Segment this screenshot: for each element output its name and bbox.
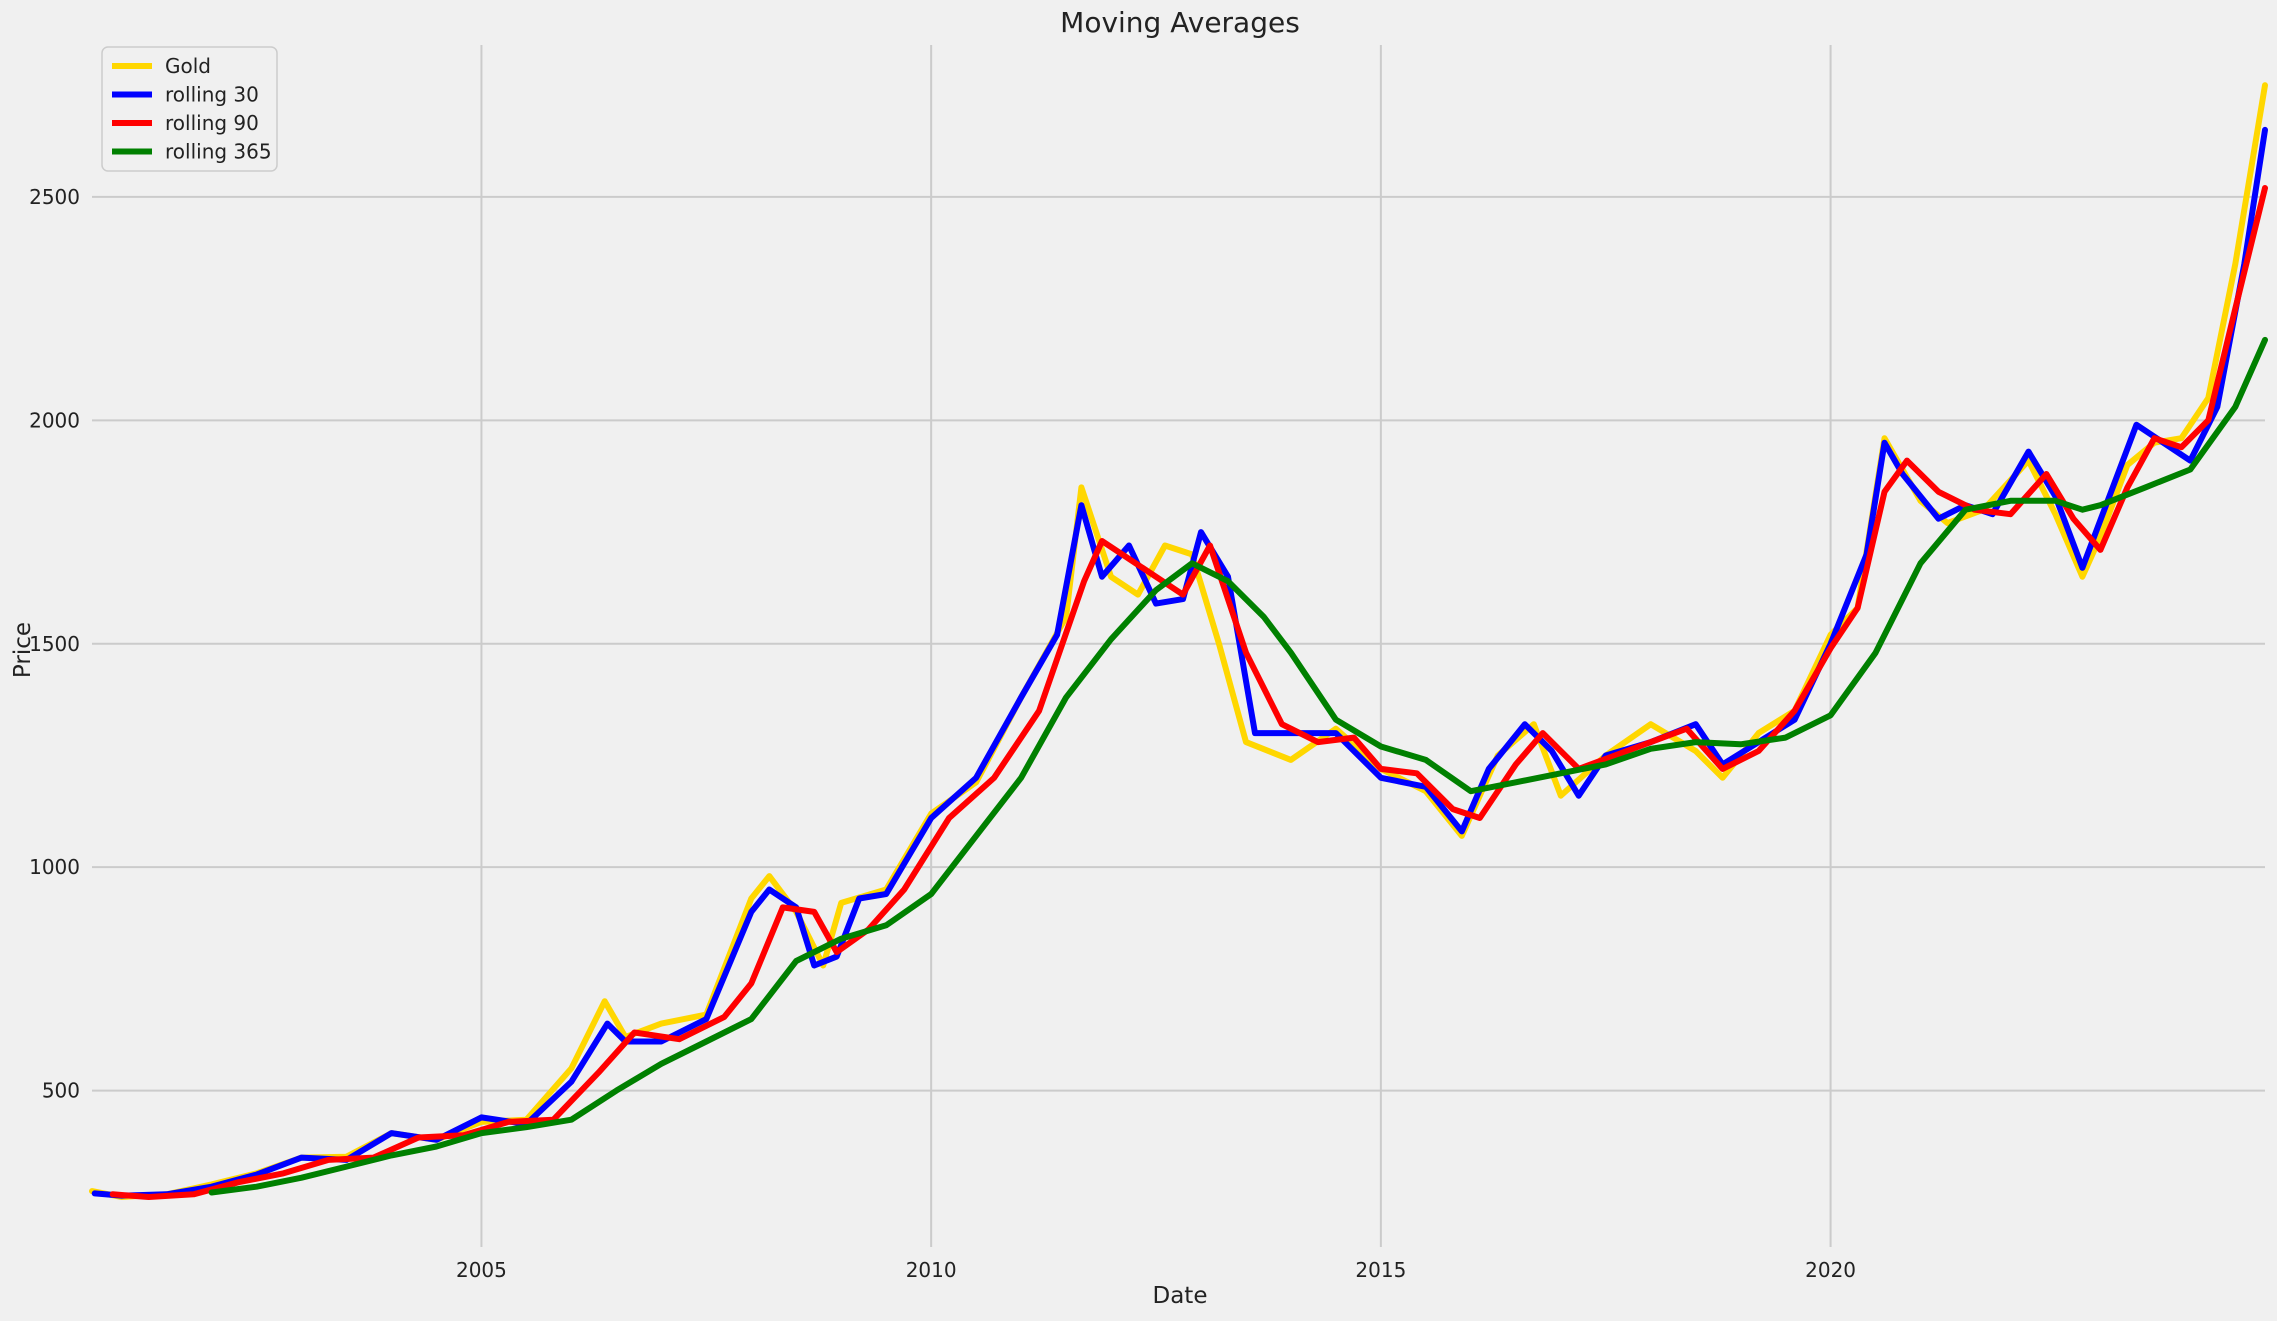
legend: Gold rolling 30 rolling 90 rolling 365 bbox=[101, 46, 278, 172]
legend-label-gold: Gold bbox=[165, 54, 211, 78]
y-tick-label: 1500 bbox=[29, 632, 80, 656]
x-tick-label: 2010 bbox=[906, 1258, 957, 1282]
gridlines bbox=[92, 45, 2265, 1247]
y-tick-label: 500 bbox=[42, 1079, 80, 1103]
x-tick-label: 2005 bbox=[456, 1258, 507, 1282]
series-line-rolling-90 bbox=[109, 185, 2268, 1200]
x-tick-label: 2015 bbox=[1355, 1258, 1406, 1282]
series-line-rolling-365 bbox=[208, 336, 2268, 1196]
legend-label-rolling-90: rolling 90 bbox=[165, 111, 259, 135]
x-axis-label: Date bbox=[1153, 1283, 1208, 1309]
y-axis-label: Price bbox=[10, 622, 36, 678]
legend-label-rolling-365: rolling 365 bbox=[165, 140, 272, 164]
axis-ticks: 2005 2010 2015 2020 500 1000 1500 2000 2500 bbox=[29, 185, 1856, 1282]
y-tick-label: 1000 bbox=[29, 855, 80, 879]
legend-box bbox=[101, 46, 278, 172]
chart-title: Moving Averages bbox=[1060, 6, 1300, 39]
series-line-gold bbox=[89, 82, 2268, 1200]
x-tick-label: 2020 bbox=[1805, 1258, 1856, 1282]
y-tick-label: 2000 bbox=[29, 408, 80, 432]
y-tick-label: 2500 bbox=[29, 185, 80, 209]
legend-label-rolling-30: rolling 30 bbox=[165, 83, 259, 107]
series-lines bbox=[89, 82, 2268, 1200]
